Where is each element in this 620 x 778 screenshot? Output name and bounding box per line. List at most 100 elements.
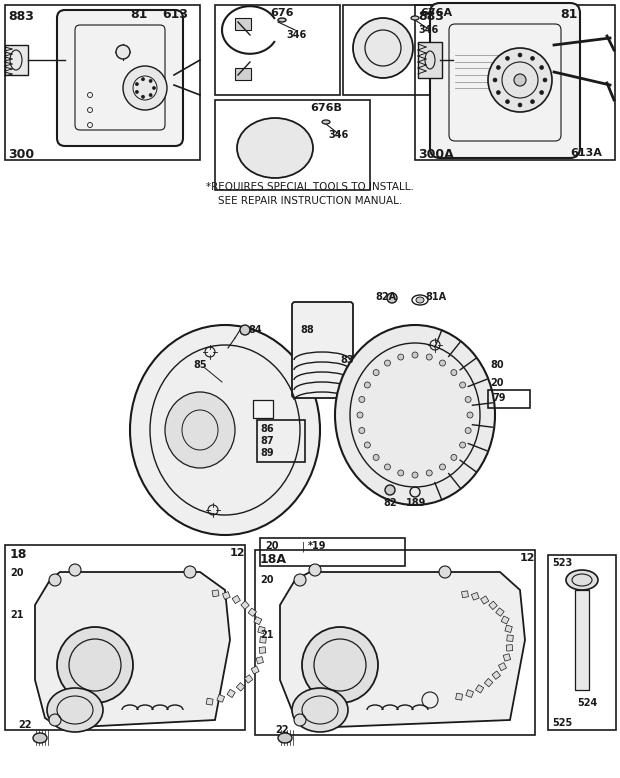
Text: 525: 525	[552, 718, 572, 728]
Text: 883: 883	[418, 10, 444, 23]
Ellipse shape	[566, 570, 598, 590]
Ellipse shape	[49, 714, 61, 726]
Ellipse shape	[497, 90, 500, 94]
Bar	[5, 5, 200, 160]
Ellipse shape	[387, 293, 397, 303]
Bar	[484, 678, 493, 687]
Bar	[480, 596, 489, 605]
Ellipse shape	[539, 65, 544, 69]
Text: 346: 346	[328, 130, 348, 140]
Ellipse shape	[123, 66, 167, 110]
Text: 524: 524	[577, 698, 597, 708]
Bar	[206, 698, 213, 705]
Ellipse shape	[365, 442, 370, 448]
Ellipse shape	[135, 82, 138, 86]
Ellipse shape	[141, 95, 144, 98]
Ellipse shape	[69, 564, 81, 576]
Bar	[258, 626, 265, 633]
Text: 346: 346	[418, 25, 438, 35]
Text: 18A: 18A	[260, 553, 287, 566]
Bar	[244, 675, 253, 683]
Ellipse shape	[505, 100, 510, 103]
Ellipse shape	[237, 118, 313, 178]
Text: 20: 20	[10, 568, 24, 578]
Text: 189: 189	[406, 498, 427, 508]
Ellipse shape	[278, 18, 286, 22]
Ellipse shape	[439, 566, 451, 578]
Text: 81A: 81A	[425, 292, 446, 302]
Bar	[505, 625, 512, 633]
Bar	[236, 682, 245, 691]
Text: 20: 20	[260, 575, 273, 585]
Bar	[476, 685, 484, 693]
Bar	[251, 666, 259, 674]
Text: 12: 12	[230, 548, 246, 558]
Ellipse shape	[153, 86, 156, 89]
Bar	[503, 654, 511, 661]
Ellipse shape	[493, 78, 497, 82]
Ellipse shape	[359, 397, 365, 402]
Bar	[496, 608, 504, 616]
Ellipse shape	[543, 78, 547, 82]
Ellipse shape	[49, 574, 61, 586]
FancyBboxPatch shape	[292, 302, 353, 398]
Polygon shape	[418, 42, 442, 78]
Ellipse shape	[539, 90, 544, 94]
Polygon shape	[35, 572, 230, 728]
Ellipse shape	[135, 90, 138, 93]
Ellipse shape	[294, 574, 306, 586]
Bar	[501, 616, 509, 624]
Ellipse shape	[365, 382, 370, 388]
Text: 20: 20	[490, 378, 503, 388]
Bar	[471, 592, 479, 600]
Ellipse shape	[451, 370, 457, 376]
Ellipse shape	[373, 454, 379, 461]
Text: 12: 12	[520, 553, 536, 563]
Bar	[248, 608, 257, 616]
Bar	[489, 601, 497, 610]
Bar	[506, 645, 513, 651]
Text: 613: 613	[162, 8, 188, 21]
Text: 21: 21	[10, 610, 24, 620]
Bar	[260, 538, 405, 566]
Ellipse shape	[322, 120, 330, 124]
Text: 81: 81	[130, 8, 148, 21]
Ellipse shape	[149, 93, 152, 96]
Ellipse shape	[518, 103, 522, 107]
Ellipse shape	[514, 74, 526, 86]
Text: 86: 86	[260, 424, 273, 434]
Bar	[343, 5, 468, 95]
Text: 88: 88	[300, 325, 314, 335]
Text: 676B: 676B	[310, 103, 342, 113]
Text: 346: 346	[286, 30, 306, 40]
Polygon shape	[280, 572, 525, 728]
Text: SEE REPAIR INSTRUCTION MANUAL.: SEE REPAIR INSTRUCTION MANUAL.	[218, 196, 402, 206]
Ellipse shape	[116, 45, 130, 59]
Bar	[256, 657, 264, 664]
Ellipse shape	[384, 464, 391, 470]
Ellipse shape	[440, 464, 446, 470]
Ellipse shape	[141, 78, 144, 81]
Ellipse shape	[531, 56, 534, 61]
Bar	[5, 545, 245, 730]
Bar	[466, 690, 474, 697]
Ellipse shape	[531, 100, 534, 103]
Ellipse shape	[497, 65, 500, 69]
Text: 523: 523	[552, 558, 572, 568]
Text: 21: 21	[260, 630, 273, 640]
Ellipse shape	[416, 297, 424, 303]
Bar	[215, 100, 370, 190]
Polygon shape	[5, 45, 28, 75]
Bar	[253, 400, 273, 418]
FancyBboxPatch shape	[57, 10, 183, 146]
Text: 18: 18	[10, 548, 27, 561]
Ellipse shape	[130, 325, 320, 535]
Ellipse shape	[278, 733, 292, 743]
Text: *REQUIRES SPECIAL TOOLS TO INSTALL.: *REQUIRES SPECIAL TOOLS TO INSTALL.	[206, 182, 414, 192]
Ellipse shape	[240, 325, 250, 335]
Ellipse shape	[412, 472, 418, 478]
Bar	[548, 555, 616, 730]
Text: 883: 883	[8, 10, 34, 23]
Ellipse shape	[465, 397, 471, 402]
Bar	[461, 591, 469, 598]
